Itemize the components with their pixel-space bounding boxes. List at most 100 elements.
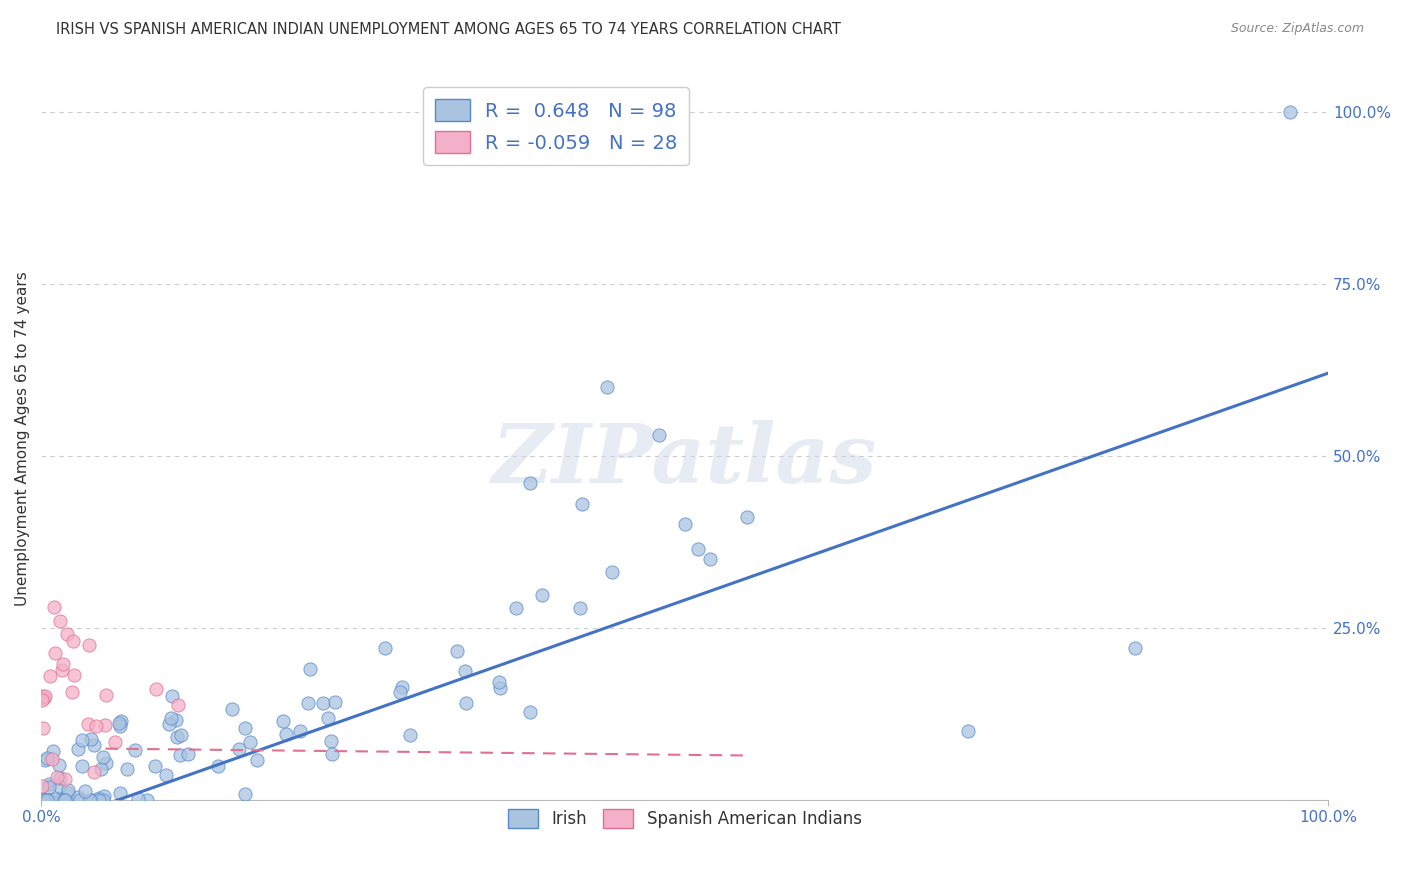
- Point: [31, 792, 53, 806]
- Point: [32, 691, 55, 706]
- Point: [297, 696, 319, 710]
- Point: [488, 675, 510, 690]
- Point: [239, 734, 262, 748]
- Point: [91, 792, 114, 806]
- Point: [42, 599, 65, 614]
- Point: [80, 731, 103, 746]
- Point: [46, 770, 69, 784]
- Point: [117, 762, 139, 776]
- Point: [93, 789, 115, 804]
- Point: [31, 792, 53, 806]
- Point: [145, 681, 167, 696]
- Point: [48, 758, 70, 772]
- Point: [319, 734, 342, 748]
- Point: [602, 565, 624, 579]
- Point: [51, 663, 73, 677]
- Point: [51, 792, 73, 806]
- Point: [531, 588, 554, 602]
- Point: [233, 787, 256, 801]
- Point: [290, 723, 312, 738]
- Point: [124, 743, 146, 757]
- Point: [108, 715, 131, 730]
- Point: [31, 690, 53, 704]
- Point: [1278, 104, 1301, 119]
- Point: [312, 696, 335, 710]
- Text: Source: ZipAtlas.com: Source: ZipAtlas.com: [1230, 22, 1364, 36]
- Point: [673, 517, 696, 532]
- Point: [31, 692, 53, 706]
- Point: [77, 639, 100, 653]
- Point: [82, 792, 104, 806]
- Point: [73, 784, 96, 798]
- Point: [143, 759, 166, 773]
- Point: [31, 721, 53, 735]
- Point: [519, 476, 541, 491]
- Point: [44, 646, 66, 660]
- Point: [110, 719, 132, 733]
- Point: [155, 768, 177, 782]
- Point: [454, 696, 477, 710]
- Point: [169, 747, 191, 762]
- Point: [32, 792, 55, 806]
- Point: [55, 772, 77, 787]
- Point: [571, 497, 593, 511]
- Point: [221, 702, 243, 716]
- Point: [688, 542, 710, 557]
- Point: [166, 730, 188, 744]
- Point: [94, 718, 117, 732]
- Point: [77, 717, 100, 731]
- Point: [38, 780, 60, 794]
- Point: [318, 711, 340, 725]
- Point: [298, 662, 321, 676]
- Point: [159, 711, 181, 725]
- Point: [49, 614, 72, 628]
- Point: [37, 751, 59, 765]
- Point: [94, 688, 117, 702]
- Point: [737, 510, 759, 524]
- Point: [39, 669, 62, 683]
- Point: [110, 714, 132, 729]
- Point: [69, 792, 91, 806]
- Point: [48, 780, 70, 794]
- Point: [170, 728, 193, 742]
- Point: [42, 744, 65, 758]
- Point: [41, 752, 63, 766]
- Point: [94, 756, 117, 771]
- Point: [399, 728, 422, 742]
- Point: [31, 779, 53, 793]
- Point: [56, 783, 79, 797]
- Point: [1123, 641, 1146, 656]
- Point: [91, 750, 114, 764]
- Point: [569, 601, 592, 615]
- Point: [246, 753, 269, 767]
- Point: [273, 714, 295, 728]
- Point: [83, 738, 105, 752]
- Point: [596, 380, 619, 394]
- Point: [321, 747, 343, 762]
- Point: [48, 792, 70, 806]
- Point: [177, 747, 200, 761]
- Point: [84, 719, 107, 733]
- Point: [37, 792, 59, 806]
- Point: [79, 792, 101, 806]
- Point: [56, 627, 79, 641]
- Point: [34, 690, 56, 704]
- Point: [66, 742, 89, 756]
- Point: [519, 706, 541, 720]
- Point: [70, 732, 93, 747]
- Point: [127, 792, 149, 806]
- Y-axis label: Unemployment Among Ages 65 to 74 years: Unemployment Among Ages 65 to 74 years: [15, 271, 30, 606]
- Text: ZIPatlas: ZIPatlas: [492, 420, 877, 500]
- Point: [108, 786, 131, 800]
- Point: [505, 601, 527, 615]
- Point: [90, 762, 112, 776]
- Point: [391, 680, 413, 694]
- Point: [166, 698, 188, 713]
- Point: [389, 685, 412, 699]
- Point: [44, 792, 66, 806]
- Point: [38, 777, 60, 791]
- Point: [63, 668, 86, 682]
- Point: [83, 764, 105, 779]
- Point: [62, 634, 84, 648]
- Point: [70, 759, 93, 773]
